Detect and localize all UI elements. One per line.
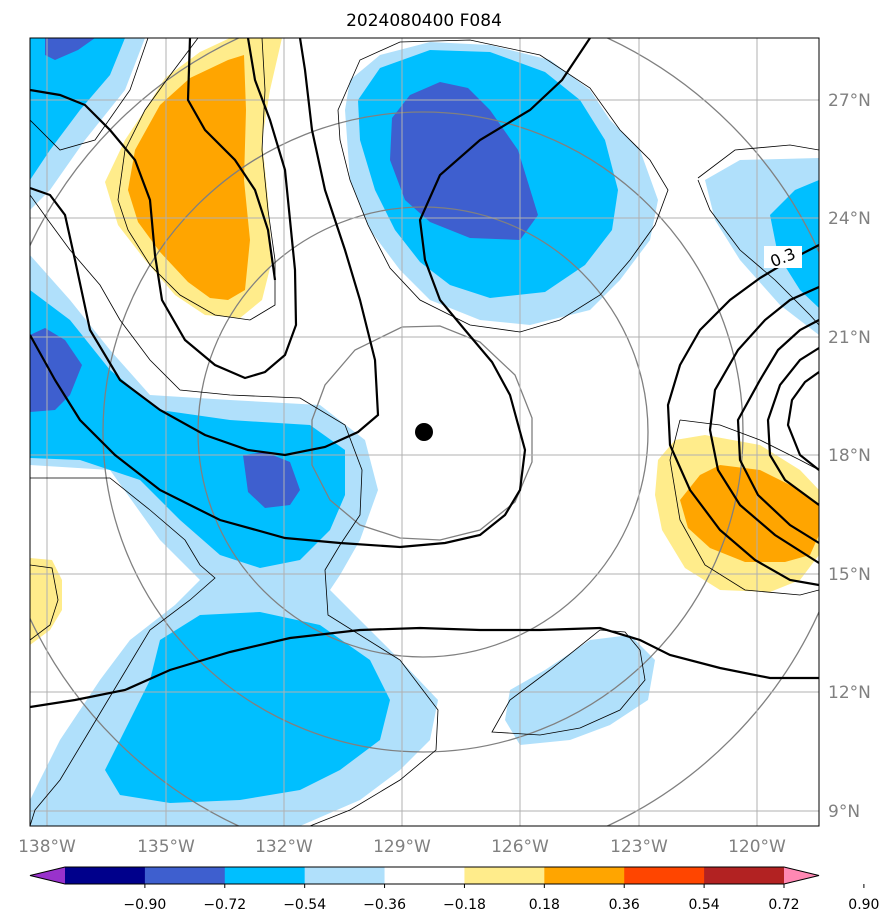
gridlines (30, 38, 819, 826)
x-axis: 138°W 135°W 132°W 129°W 126°W 123°W 120°… (18, 837, 786, 857)
colorbar-tick-label: −0.54 (283, 897, 326, 913)
map-title: 2024080400 F084 (346, 11, 502, 31)
colorbar-tick-label: 0.36 (609, 897, 640, 913)
colorbar-tick-label: −0.90 (123, 897, 166, 913)
y-tick-label: 24°N (828, 209, 871, 229)
colorbar: −0.90 −0.72 −0.54 −0.36 −0.18 0.18 0.36 0.54 0.7… (29, 866, 879, 913)
y-tick-label: 15°N (828, 565, 871, 585)
colorbar-tick-label: 0.72 (768, 897, 799, 913)
x-tick-label: 129°W (373, 837, 431, 857)
colorbar-segment (144, 867, 226, 884)
colorbar-tick-label: 0.18 (529, 897, 560, 913)
x-tick-label: 138°W (18, 837, 76, 857)
colorbar-segment (384, 867, 465, 884)
y-tick-label: 21°N (828, 328, 871, 348)
field-dark-blue (30, 38, 538, 508)
map-frame (29, 37, 820, 827)
y-tick-label: 27°N (828, 91, 871, 111)
colorbar-extend-high (784, 867, 819, 884)
map-area: 0.3 (30, 38, 819, 826)
colorbar-segment (544, 867, 625, 884)
colorbar-tick-label: 0.54 (689, 897, 720, 913)
colorbar-tick-label: −0.36 (363, 897, 406, 913)
y-tick-label: 9°N (828, 802, 860, 822)
x-tick-label: 126°W (491, 837, 549, 857)
colorbar-segment (224, 867, 306, 884)
x-tick-label: 120°W (728, 837, 786, 857)
colorbar-tick-label: −0.72 (203, 897, 246, 913)
colorbar-segment (704, 867, 785, 884)
colorbar-segment (65, 867, 146, 884)
colorbar-extend-low (30, 867, 65, 884)
colorbar-tick-label: 0.90 (848, 897, 879, 913)
contour-label-bg (764, 246, 802, 268)
storm-center-marker (415, 423, 433, 441)
y-tick-label: 18°N (828, 446, 871, 466)
colorbar-segment (464, 867, 545, 884)
thick-contours (30, 38, 819, 709)
y-axis: 27°N 24°N 21°N 18°N 15°N 12°N 9°N (828, 91, 871, 822)
colorbar-tick-label: −0.18 (443, 897, 486, 913)
x-tick-label: 132°W (255, 837, 313, 857)
x-tick-label: 123°W (610, 837, 668, 857)
thin-contours (30, 38, 819, 826)
colorbar-segment (304, 867, 386, 884)
colorbar-segment (624, 867, 705, 884)
x-tick-label: 135°W (137, 837, 195, 857)
y-tick-label: 12°N (828, 683, 871, 703)
colorbar-outline (29, 866, 820, 885)
